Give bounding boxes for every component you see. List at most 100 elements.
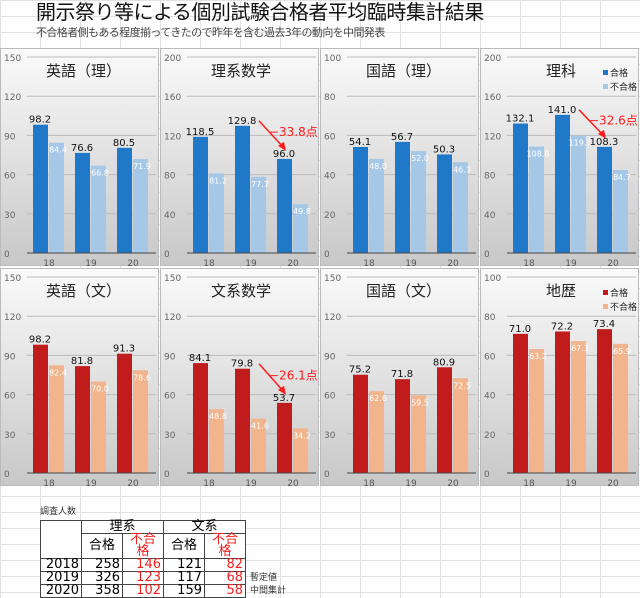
y-tick-label: 90 (324, 352, 336, 362)
x-tick-label: 20 (447, 479, 459, 487)
row-note: 中間集計 (250, 586, 287, 596)
y-tick-label: 200 (484, 54, 501, 64)
data-label: 53.7 (273, 393, 295, 404)
y-tick-label: 30 (324, 431, 336, 441)
cell: 358 (81, 584, 123, 598)
y-tick-label: 200 (164, 54, 181, 64)
y-tick-label: 0 (484, 470, 490, 480)
y-tick-label: 150 (4, 54, 21, 64)
arrowhead-icon (278, 141, 286, 151)
chart-title: 理科 (546, 62, 576, 80)
bar-chart: 0 30 60 90 120 150 国語（文） 18 75.2 62.6 19 71.8 59.5 20… (324, 274, 476, 487)
bar-pass (75, 152, 90, 253)
x-tick-label: 18 (203, 259, 215, 267)
y-tick-label: 120 (4, 313, 21, 323)
bar-pass (597, 146, 612, 253)
col-header: 合格 (163, 533, 205, 559)
y-tick-label: 30 (4, 431, 16, 441)
bar-fail (251, 418, 266, 473)
data-label: 65.9 (613, 347, 631, 356)
y-tick-label: 90 (4, 352, 16, 362)
y-tick-label: 150 (4, 274, 21, 284)
data-label: 49.8 (293, 207, 311, 216)
y-tick-label: 100 (484, 274, 501, 284)
x-tick-label: 18 (523, 259, 535, 267)
bar-chart: 0 20 40 60 80 100 国語（理） 18 54.1 48.0 19 56.7 52.0 20 5… (324, 54, 476, 267)
bar-fail (613, 343, 628, 473)
y-tick-label: 40 (164, 211, 176, 221)
y-tick-label: 150 (164, 274, 181, 284)
bar-pass (513, 123, 528, 254)
chart-panel: 0 30 60 90 120 150 英語（文） 18 98.2 82.4 19 81.8 70.0 20… (0, 268, 159, 487)
y-tick-label: 120 (4, 93, 21, 103)
data-label: 75.2 (349, 365, 371, 376)
bar-fail (529, 146, 544, 253)
bar-fail (369, 158, 384, 253)
annotation-arrow (578, 109, 604, 136)
y-tick-label: 0 (484, 250, 490, 260)
bar-chart: 0 20 40 60 80 100 地歴 18 71.0 63.2 19 72.2 67.3 20 73.4… (484, 274, 637, 487)
bar-pass (235, 125, 250, 253)
x-tick-label: 19 (565, 259, 577, 267)
bar-pass (117, 147, 132, 253)
x-tick-label: 19 (245, 479, 257, 487)
annotation-text: −32.6点 (589, 113, 638, 127)
bar-pass (353, 374, 368, 473)
group-header: 理系 (81, 520, 164, 534)
x-tick-label: 20 (287, 259, 299, 267)
annotation-text: −26.1点 (269, 368, 318, 382)
legend-swatch-fail (603, 84, 608, 89)
data-label: 81.2 (209, 176, 227, 185)
cell: 102 (122, 584, 164, 598)
legend-fail: 不合格 (610, 81, 637, 93)
bar-fail (91, 165, 106, 253)
bar-pass (353, 146, 368, 253)
data-label: 108.3 (590, 137, 619, 148)
y-tick-label: 30 (4, 211, 16, 221)
data-label: 56.7 (391, 132, 413, 143)
legend-swatch-pass (603, 70, 608, 75)
y-tick-label: 80 (484, 172, 496, 182)
y-tick-label: 60 (324, 392, 336, 402)
survey-count-table: 理系 文系 合格 不合格 合格 不合格 2018 258 146 121 82 2019 326 1… (40, 520, 289, 598)
x-tick-label: 19 (405, 479, 417, 487)
data-label: 41.6 (251, 422, 269, 431)
bar-pass (513, 333, 528, 473)
x-tick-label: 20 (447, 259, 459, 267)
chart-title: 地歴 (546, 282, 576, 300)
data-label: 76.6 (71, 143, 93, 154)
bar-chart: 0 30 60 90 120 150 文系数学 18 84.1 48.8 19 79.8 41.6 20 5… (164, 274, 318, 487)
data-label: 52.0 (411, 154, 429, 163)
chart-panel: 0 20 40 60 80 100 地歴 18 71.0 63.2 19 72.2 67.3 20 73.4… (480, 268, 639, 487)
col-header: 不合格 (204, 533, 246, 559)
y-tick-label: 0 (324, 250, 330, 260)
bar-pass (395, 379, 410, 473)
y-tick-label: 150 (324, 274, 341, 284)
bar-fail (453, 378, 468, 473)
y-tick-label: 160 (164, 93, 181, 103)
data-label: 98.2 (29, 335, 51, 346)
data-label: 77.7 (251, 180, 269, 189)
arrowhead-icon (598, 129, 606, 139)
bar-pass (437, 154, 452, 253)
data-label: 78.6 (133, 373, 151, 382)
y-tick-label: 0 (4, 470, 10, 480)
data-label: 71.8 (391, 369, 413, 380)
bar-fail (209, 173, 224, 253)
bar-chart: 0 40 80 120 160 200 理科 18 132.1 108.6 19 141.0 119.7… (484, 54, 638, 267)
bar-fail (49, 142, 64, 253)
x-tick-label: 19 (245, 259, 257, 267)
data-label: 118.5 (186, 127, 215, 138)
bar-pass (193, 363, 208, 473)
data-label: 66.8 (91, 169, 109, 178)
bar-pass (117, 353, 132, 473)
y-tick-label: 120 (164, 313, 181, 323)
bar-fail (529, 349, 544, 473)
legend-swatch-pass (603, 290, 608, 295)
cell: 326 (81, 571, 123, 585)
data-label: 91.3 (113, 344, 135, 355)
y-tick-label: 60 (324, 132, 336, 142)
bar-pass (235, 368, 250, 473)
annotation-arrow (258, 363, 284, 392)
data-label: 84.4 (49, 146, 67, 155)
